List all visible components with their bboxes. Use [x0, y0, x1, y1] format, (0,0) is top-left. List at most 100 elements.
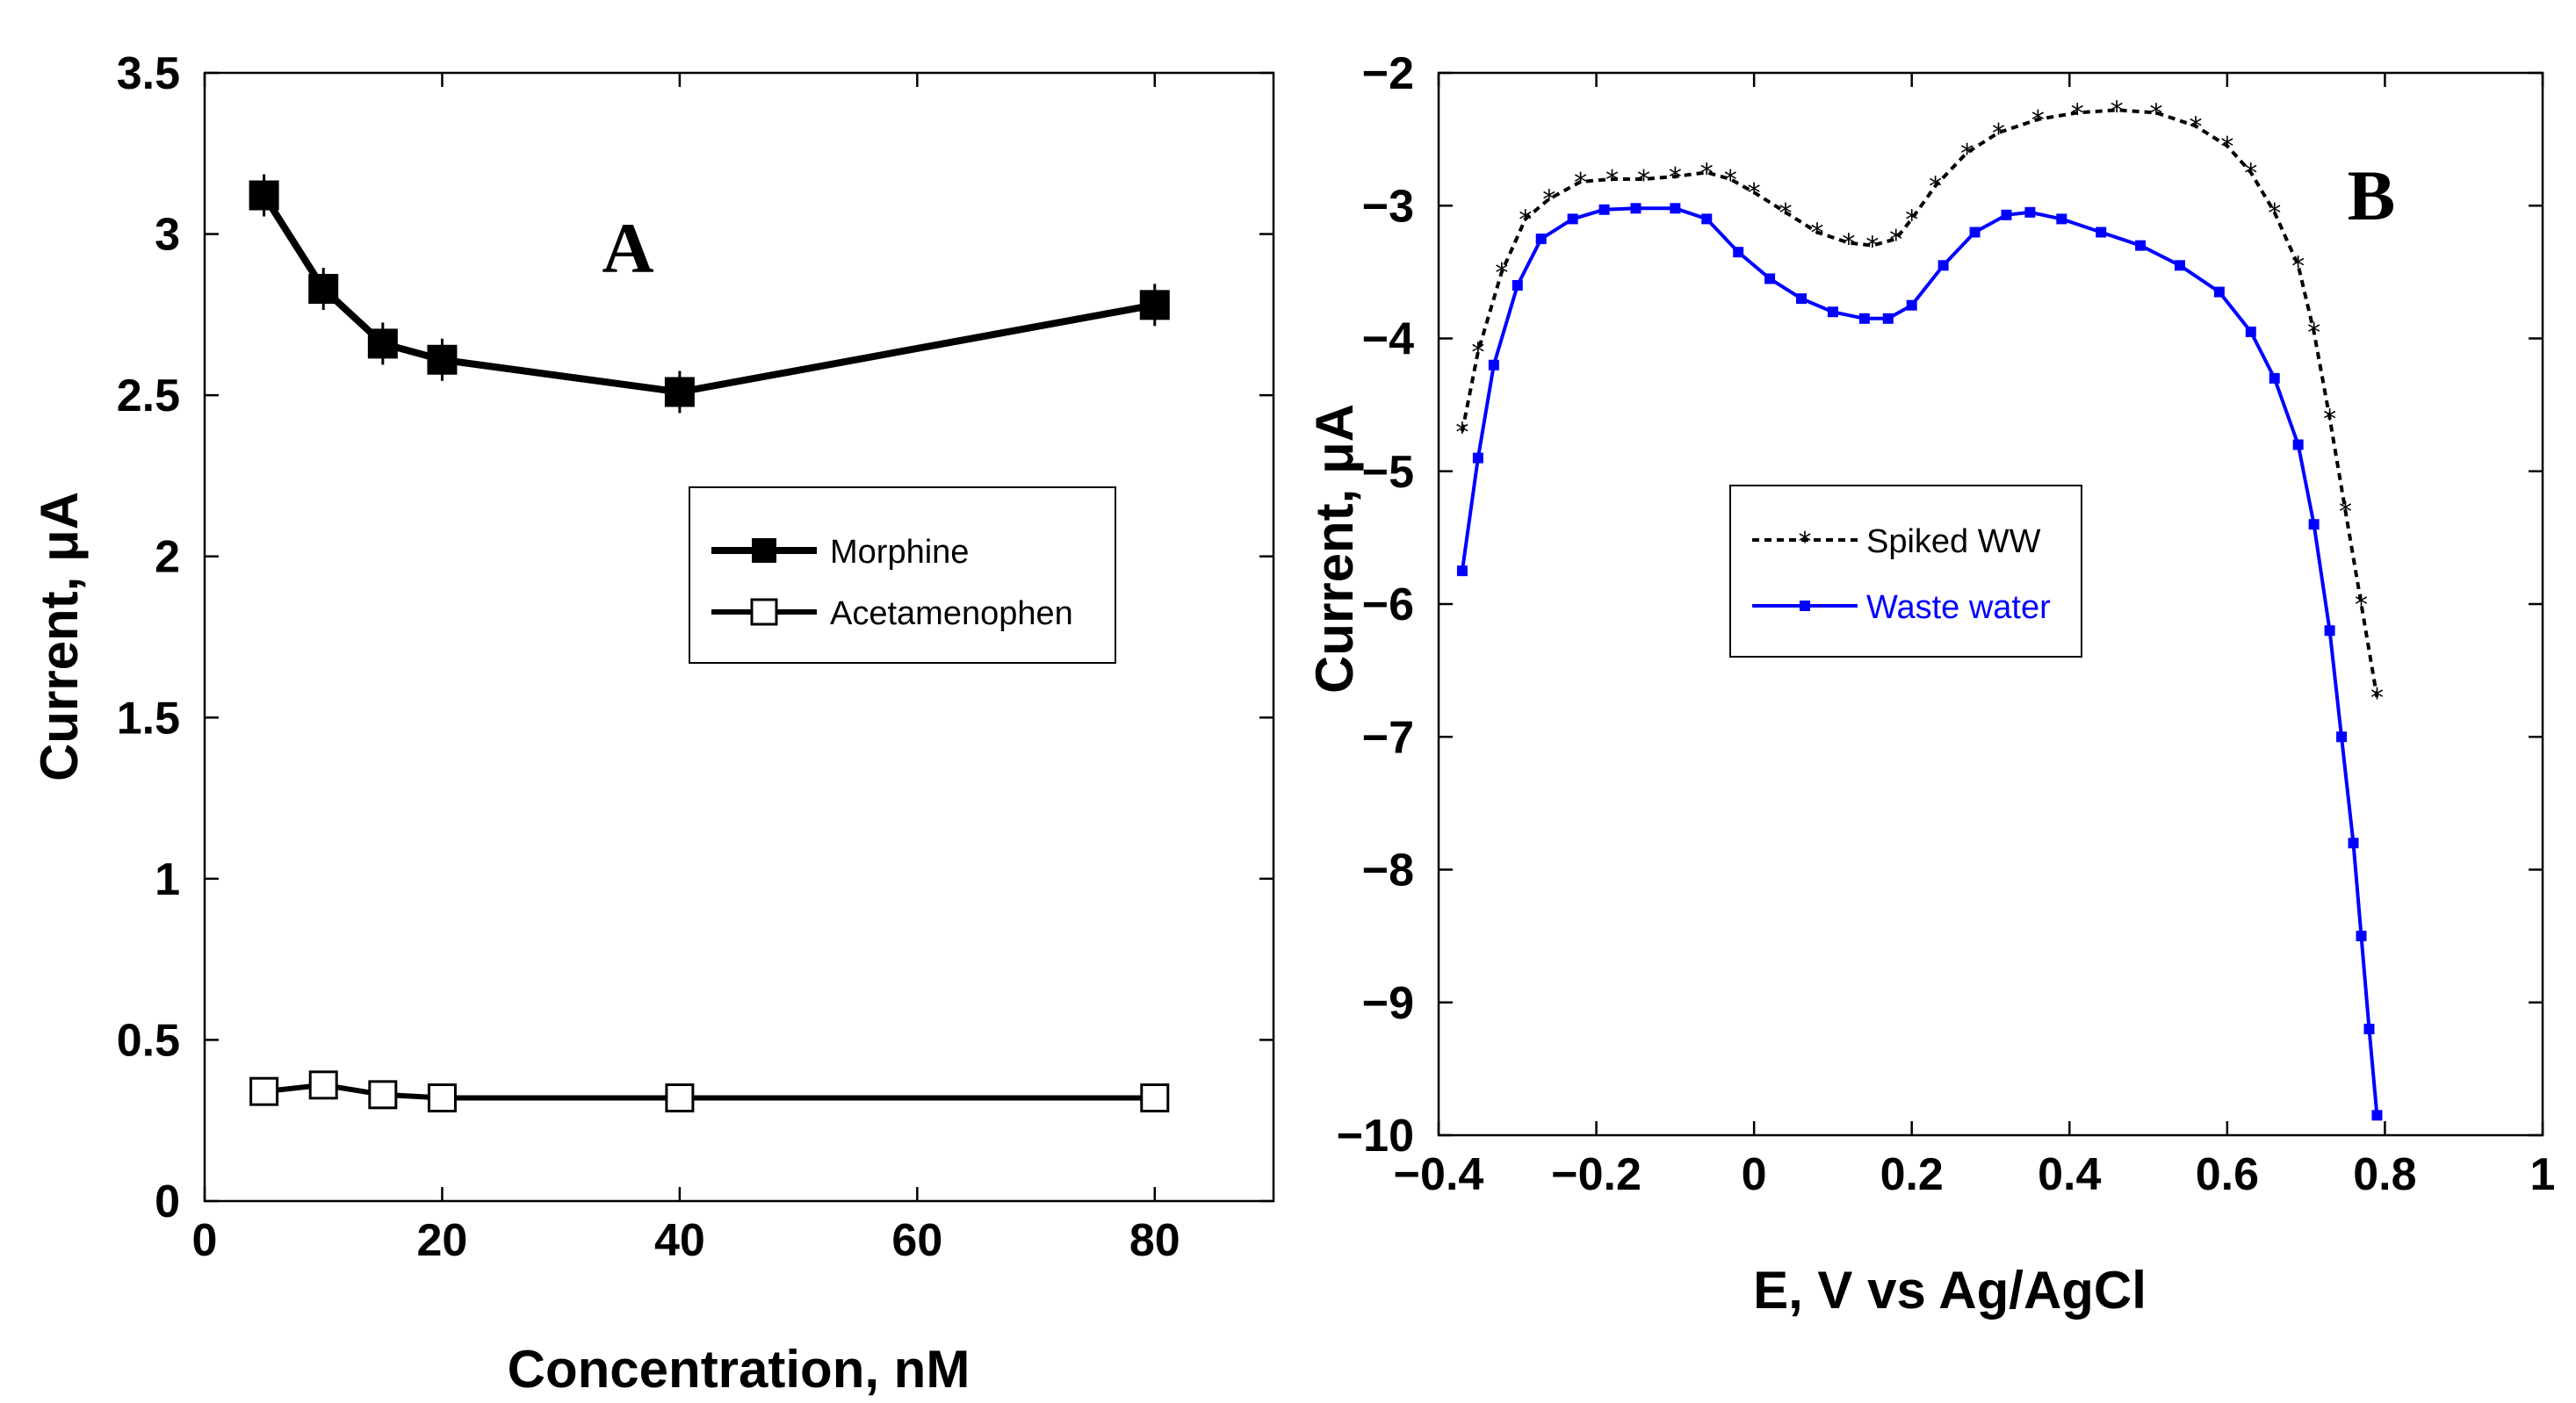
series-waste-water-point: [2213, 286, 2225, 298]
legend-waste-water-label: Waste water: [1866, 589, 2051, 626]
panel-a-y-tick-label: 1.5: [117, 693, 180, 744]
series-acetamenophen-point: [1140, 1083, 1170, 1113]
series-spiked-ww-point: *: [1669, 162, 1682, 193]
legend-morphine-label: Morphine: [830, 534, 969, 571]
series-waste-water-point: [2024, 206, 2036, 218]
series-spiked-ww-point: *: [2244, 158, 2257, 189]
series-waste-water-point: [1937, 260, 1949, 271]
series-spiked-ww-point: *: [1779, 198, 1793, 229]
panel-a-y-axis-label: Current, μA: [30, 492, 89, 781]
panel-a-x-axis-label: Concentration, nM: [508, 1340, 971, 1399]
series-acetamenophen-point: [249, 1076, 279, 1106]
series-spiked-ww-point: *: [1905, 205, 1918, 235]
series-spiked-ww-point: *: [2150, 98, 2163, 129]
series-waste-water-point: [1535, 234, 1547, 245]
series-spiked-ww-point: *: [1574, 168, 1587, 198]
panel-a-x-tick-label: 60: [891, 1215, 942, 1266]
panel-b-x-tick-label: 0.8: [2353, 1149, 2416, 1200]
panel-b-x-tick-label: −0.2: [1551, 1149, 1642, 1200]
panel-b-legend: * Spiked WW Waste water: [1729, 485, 2082, 658]
panel-a-y-tick-label: 1: [155, 854, 180, 905]
panel-a-y-tick-label: 0.5: [117, 1015, 180, 1066]
series-spiked-ww-point: *: [1455, 417, 1468, 448]
panel-b-y-tick-label: −2: [1362, 48, 1414, 99]
panel-a-legend: Morphine Acetamenophen: [689, 486, 1116, 664]
series-spiked-ww-point: *: [2111, 96, 2124, 126]
series-waste-water-point: [1858, 313, 1870, 324]
series-waste-water-point: [2001, 209, 2012, 220]
series-morphine-line: [261, 193, 1156, 396]
series-spiked-ww-point: *: [1519, 205, 1532, 235]
legend-spiked-ww-marker: *: [1799, 527, 1812, 558]
legend-acetamenophen-label: Acetamenophen: [830, 595, 1073, 632]
series-waste-water-point: [1701, 213, 1713, 225]
series-acetamenophen-point: [427, 1083, 457, 1113]
panel-b-x-tick-label: 0.6: [2196, 1149, 2259, 1200]
series-spiked-ww-point: *: [1700, 158, 1714, 189]
panel-a-series: [249, 174, 1170, 1113]
series-waste-water-point: [2308, 519, 2320, 530]
series-spiked-ww-point: *: [2355, 590, 2368, 621]
panel-b-ticks: −0.4 −0.2 0 0.2 0.4 0.6 0.8 1 −2 −3 −4 −5 −6 −7 −8 −9 −1…: [1337, 48, 2556, 1200]
panel-a-legend-box: [689, 486, 1116, 664]
series-waste-water-point: [2336, 731, 2348, 743]
panel-b-y-tick-label: −6: [1362, 579, 1414, 630]
series-waste-water-point: [1512, 280, 1523, 291]
panel-b-x-tick-label: 0: [1742, 1149, 1767, 1200]
panel-b-x-tick-label: 0.4: [2038, 1149, 2101, 1200]
series-spiked-ww-point: *: [1495, 258, 1508, 289]
series-waste-water-point: [1882, 313, 1894, 324]
panel-b-x-tick-label: 1: [2530, 1149, 2556, 1200]
series-spiked-ww-point: *: [2189, 112, 2202, 143]
series-waste-water-point: [1906, 299, 1917, 311]
panel-b-y-tick-label: −9: [1362, 978, 1414, 1029]
panel-b-y-tick-label: −7: [1362, 712, 1414, 763]
series-waste-water-point: [2363, 1024, 2375, 1034]
series-spiked-ww-point: *: [1637, 165, 1650, 196]
panel-b-label: B: [2348, 155, 2396, 235]
series-spiked-ww-point: *: [2031, 105, 2045, 136]
legend-waste-water-marker: [1800, 601, 1810, 611]
series-waste-water-point: [1969, 227, 1981, 238]
panel-a-chart: 0 20 40 60 80 0 0.5 1 1.5 2 2.5 3 3.5 A Concentratio…: [30, 48, 1275, 1399]
series-waste-water-point: [2324, 625, 2335, 637]
series-spiked-ww-point: *: [2071, 98, 2084, 129]
series-acetamenophen-line: [263, 1082, 1155, 1101]
series-spiked-ww-point: *: [2220, 132, 2233, 162]
panel-b-x-tick-label: 0.2: [1880, 1149, 1944, 1200]
panel-b-legend-box: [1729, 485, 2082, 658]
series-spiked-ww-point: *: [2291, 251, 2305, 282]
legend-morphine-marker: [752, 538, 776, 563]
panel-a-y-tick-label: 3.5: [117, 48, 180, 99]
series-acetamenophen-point: [368, 1080, 398, 1110]
series-spiked-ww-point: *: [1929, 172, 1942, 203]
series-waste-water-point: [1456, 565, 1468, 577]
series-waste-water-point: [1796, 293, 1808, 305]
panel-a-y-tick-label: 0: [155, 1176, 180, 1227]
series-spiked-ww-point: *: [1542, 185, 1555, 216]
legend-acetamenophen-marker: [750, 598, 778, 626]
series-waste-water-point: [1598, 204, 1610, 215]
series-waste-water-point: [1764, 273, 1776, 284]
series-waste-water-point: [2269, 372, 2280, 384]
panel-a-x-tick-label: 40: [654, 1215, 705, 1266]
panel-b-series: * * * * * * * * * * * * * * * * * * * * * * * * * * * * * * * * * * *: [1455, 96, 2384, 1121]
panel-b-x-tick-label: −0.4: [1394, 1149, 1484, 1200]
series-spiked-ww-point: *: [1810, 219, 1823, 249]
series-spiked-ww-point: *: [1724, 165, 1737, 196]
series-waste-water-point: [1488, 359, 1499, 371]
series-waste-water-point: [1472, 452, 1483, 464]
series-spiked-ww-point: *: [1605, 165, 1619, 196]
series-spiked-ww-point: *: [1960, 139, 1973, 169]
series-waste-water-point: [2056, 213, 2067, 225]
series-spiked-ww-point: *: [2370, 683, 2384, 714]
panel-b-x-axis-label: E, V vs Ag/AgCl: [1753, 1261, 2147, 1320]
series-spiked-ww-line: [1460, 108, 2379, 698]
series-waste-water-point: [2245, 326, 2256, 337]
series-waste-water-point: [1567, 213, 1578, 225]
panel-b-y-axis-label: Current, μA: [1305, 404, 1364, 694]
series-spiked-ww-point: *: [1471, 338, 1484, 369]
series-spiked-ww-point: *: [2307, 318, 2320, 349]
panel-a-plot-area: [203, 71, 1275, 1203]
